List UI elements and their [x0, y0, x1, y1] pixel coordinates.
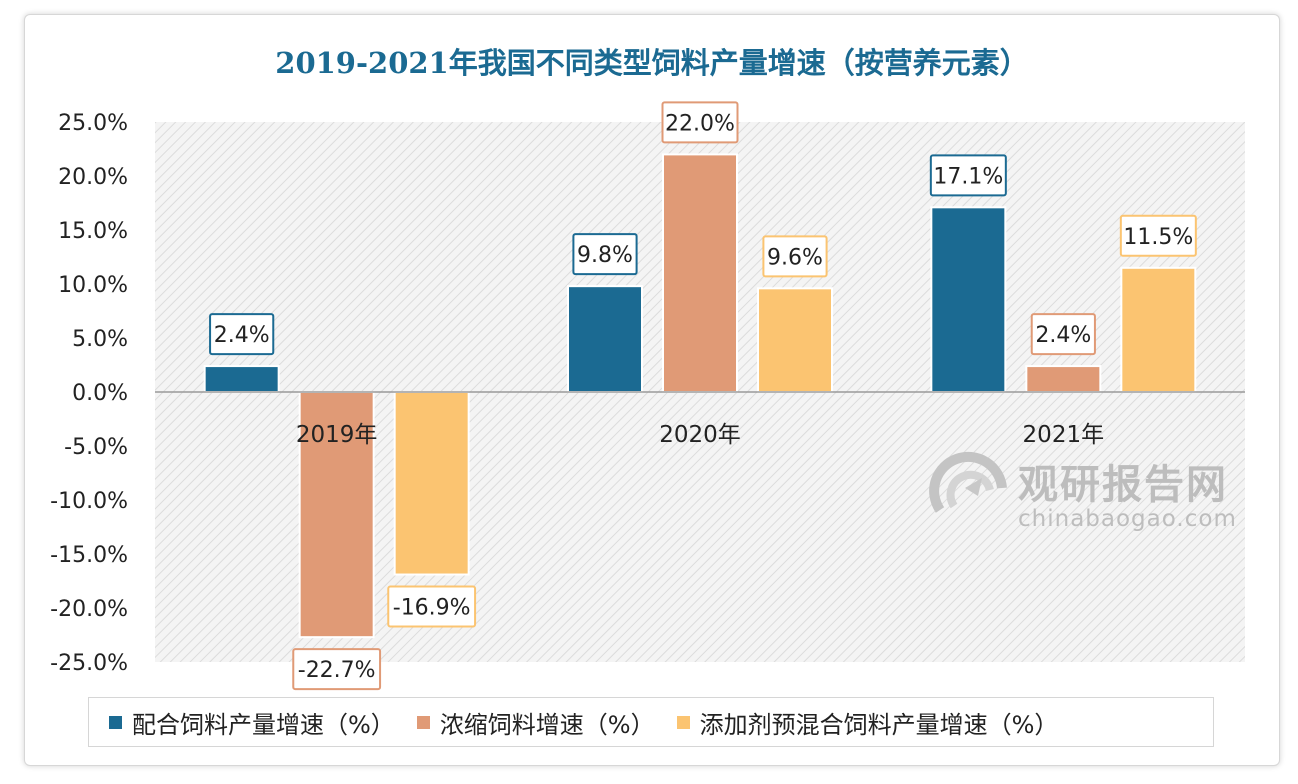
data-label: 9.8% [577, 243, 633, 268]
data-label: 9.6% [767, 245, 823, 270]
y-tick-label: -20.0% [50, 597, 128, 622]
data-label-box [387, 585, 477, 628]
watermark-url: chinabaogao.com [1018, 506, 1237, 532]
bar [662, 153, 738, 393]
x-tick-label: 2021年 [1023, 422, 1105, 448]
data-label-box [209, 313, 275, 356]
legend-label-series-1: 配合饲料产量增速（%） [132, 710, 395, 739]
legend-swatch-series-3 [676, 715, 690, 729]
legend-item-series-1: 配合饲料产量增速（%） [109, 705, 395, 740]
data-label-box [1119, 214, 1197, 257]
data-label: 11.5% [1123, 225, 1193, 250]
legend-item-series-3: 添加剂预混合饲料产量增速（%） [676, 705, 1059, 740]
legend-swatch-series-2 [416, 715, 430, 729]
bar [757, 287, 833, 394]
bar [298, 391, 375, 639]
y-tick-label: 0.0% [72, 381, 128, 406]
x-tick-label: 2019年 [296, 422, 378, 448]
data-label: 17.1% [933, 164, 1003, 189]
legend-label-series-2: 浓缩饲料增速（%） [439, 710, 655, 739]
data-label-box [929, 154, 1007, 197]
legend-item-series-2: 浓缩饲料增速（%） [416, 705, 655, 740]
data-label: 2.4% [214, 323, 270, 348]
bar [1120, 266, 1197, 393]
bar [930, 206, 1007, 393]
bar [567, 285, 643, 393]
y-tick-label: 25.0% [58, 111, 128, 136]
watermark-name: 观研报告网 [1018, 462, 1228, 508]
data-label-box [1030, 313, 1096, 356]
watermark: 观研报告网 chinabaogao.com [920, 448, 1260, 538]
y-tick-label: 5.0% [72, 327, 128, 352]
data-label-box [762, 235, 828, 278]
bar [393, 391, 470, 576]
legend-label-series-3: 添加剂预混合饲料产量增速（%） [699, 710, 1059, 739]
chart-title: 2019-2021年我国不同类型饲料产量增速（按营养元素） [275, 46, 1029, 80]
bar [203, 365, 280, 393]
y-tick-label: -15.0% [50, 543, 128, 568]
y-tick-label: 10.0% [58, 273, 128, 298]
y-tick-label: -25.0% [50, 651, 128, 676]
y-tick-label: 15.0% [58, 219, 128, 244]
data-label-box [292, 648, 382, 691]
y-tick-label: -10.0% [50, 489, 128, 514]
data-label-box [572, 233, 638, 276]
data-label-box [661, 101, 739, 144]
chart-legend: 配合饲料产量增速（%） 浓缩饲料增速（%） 添加剂预混合饲料产量增速（%） [88, 697, 1214, 747]
data-label: -22.7% [298, 658, 376, 683]
data-label: 2.4% [1035, 323, 1091, 348]
y-tick-label: 20.0% [58, 165, 128, 190]
data-label: 22.0% [665, 111, 735, 136]
y-tick-label: -5.0% [64, 435, 128, 460]
x-tick-label: 2020年 [659, 422, 741, 448]
data-label: -16.9% [393, 596, 471, 621]
legend-swatch-series-1 [109, 715, 122, 729]
watermark-logo-icon [929, 451, 1007, 513]
bar [1025, 365, 1102, 393]
